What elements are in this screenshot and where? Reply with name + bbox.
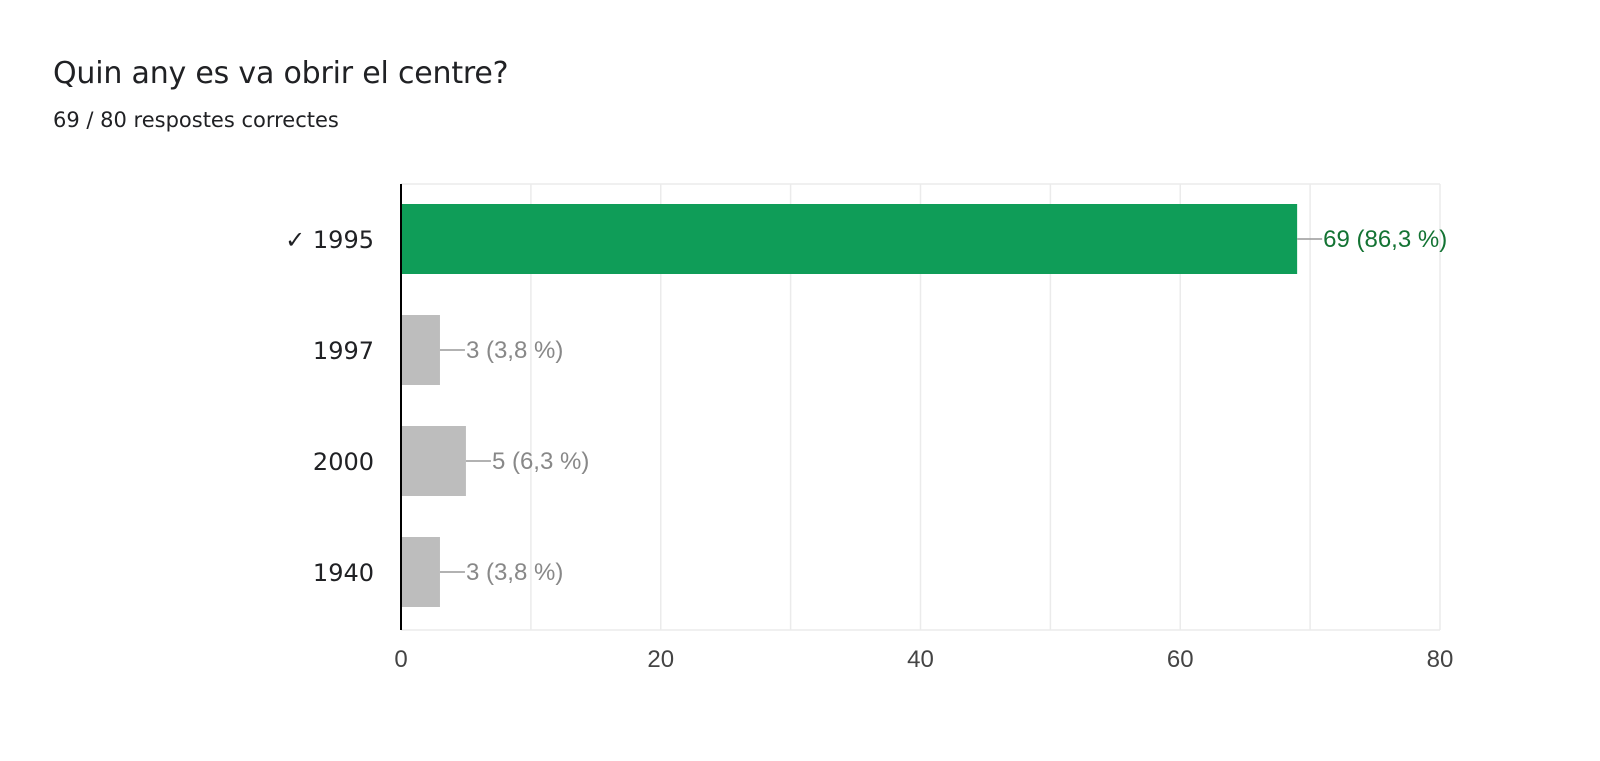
x-tick-label: 20 bbox=[647, 646, 674, 673]
data-label-1995: 69 (86,3 %) bbox=[1323, 226, 1447, 253]
x-tick-label: 40 bbox=[907, 646, 934, 673]
category-label-1997: 1997 bbox=[313, 337, 374, 365]
bar-2000 bbox=[401, 426, 466, 496]
bar-1997 bbox=[401, 315, 440, 385]
x-tick-label: 60 bbox=[1167, 646, 1194, 673]
data-label-1997: 3 (3,8 %) bbox=[466, 337, 563, 364]
data-label-1940: 3 (3,8 %) bbox=[466, 559, 563, 586]
x-tick-label: 80 bbox=[1427, 646, 1454, 673]
question-title: Quin any es va obrir el centre? bbox=[53, 56, 509, 91]
data-label-2000: 5 (6,3 %) bbox=[492, 448, 589, 475]
category-label-1995: ✓ 1995 bbox=[285, 226, 374, 254]
bar-1940 bbox=[401, 537, 440, 607]
x-tick-label: 0 bbox=[394, 646, 407, 673]
correct-responses-summary: 69 / 80 respostes correctes bbox=[53, 108, 339, 132]
bar-1995 bbox=[401, 204, 1298, 274]
category-label-2000: 2000 bbox=[313, 448, 374, 476]
category-label-1940: 1940 bbox=[313, 559, 374, 587]
